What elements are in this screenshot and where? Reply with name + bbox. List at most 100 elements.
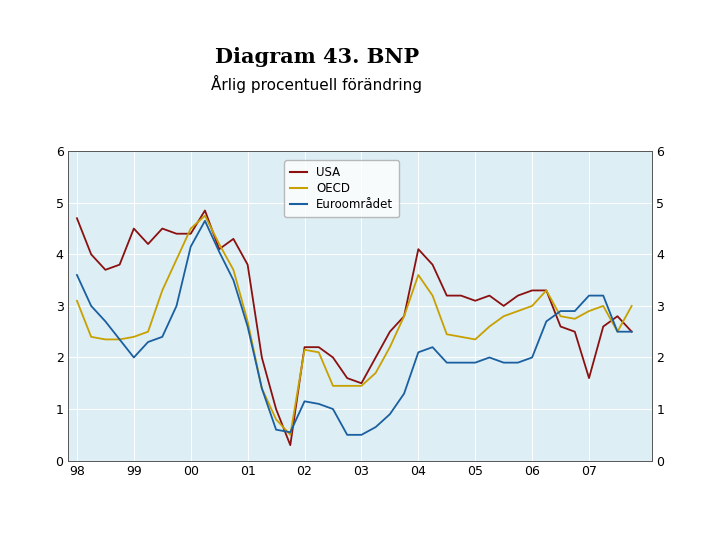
USA xyxy=(599,323,608,330)
Euroområdet xyxy=(528,354,536,361)
OECD xyxy=(627,302,636,309)
Euroområdet xyxy=(357,431,366,438)
USA xyxy=(286,442,294,448)
USA xyxy=(500,302,508,309)
USA xyxy=(215,246,223,252)
Euroområdet xyxy=(485,354,494,361)
OECD xyxy=(570,315,579,322)
USA xyxy=(258,354,266,361)
USA xyxy=(428,261,437,268)
Text: ⚙: ⚙ xyxy=(652,29,670,48)
USA xyxy=(130,225,138,232)
Text: Årlig procentuell förändring: Årlig procentuell förändring xyxy=(211,75,423,93)
Euroområdet xyxy=(144,339,153,345)
OECD xyxy=(243,318,252,325)
USA xyxy=(385,328,394,335)
Euroområdet xyxy=(557,308,565,314)
OECD xyxy=(414,272,423,278)
Euroområdet xyxy=(73,272,81,278)
USA xyxy=(158,225,166,232)
USA xyxy=(271,406,280,413)
USA xyxy=(456,292,465,299)
Euroområdet xyxy=(414,349,423,355)
Euroområdet xyxy=(428,344,437,350)
Euroområdet xyxy=(627,328,636,335)
OECD xyxy=(357,383,366,389)
Euroområdet xyxy=(201,218,210,224)
USA xyxy=(328,354,337,361)
Euroområdet xyxy=(385,411,394,417)
OECD xyxy=(300,347,309,353)
Euroområdet xyxy=(130,354,138,361)
OECD xyxy=(385,344,394,350)
OECD xyxy=(158,287,166,294)
Euroområdet xyxy=(456,360,465,366)
USA xyxy=(557,323,565,330)
Euroområdet xyxy=(599,292,608,299)
USA xyxy=(315,344,323,350)
Euroområdet xyxy=(271,427,280,433)
Text: SVERIGES
RIKSBANK: SVERIGES RIKSBANK xyxy=(642,60,679,71)
OECD xyxy=(73,298,81,304)
USA xyxy=(513,292,522,299)
OECD xyxy=(599,302,608,309)
OECD xyxy=(500,313,508,320)
Euroområdet xyxy=(115,336,124,343)
Legend: USA, OECD, Euroområdet: USA, OECD, Euroområdet xyxy=(284,160,399,217)
USA xyxy=(627,328,636,335)
OECD xyxy=(328,383,337,389)
USA xyxy=(570,328,579,335)
Euroområdet xyxy=(186,244,195,250)
Euroområdet xyxy=(286,429,294,435)
OECD xyxy=(101,336,109,343)
USA xyxy=(172,231,181,237)
USA xyxy=(414,246,423,252)
USA xyxy=(101,267,109,273)
OECD xyxy=(201,212,210,219)
Euroområdet xyxy=(300,398,309,404)
USA xyxy=(357,380,366,387)
OECD xyxy=(215,241,223,247)
Euroområdet xyxy=(513,360,522,366)
OECD xyxy=(286,431,294,438)
OECD xyxy=(271,416,280,423)
Euroområdet xyxy=(500,360,508,366)
OECD xyxy=(443,331,451,338)
Euroområdet xyxy=(158,334,166,340)
USA xyxy=(585,375,593,381)
USA xyxy=(229,235,238,242)
USA xyxy=(528,287,536,294)
Text: Diagram 43. BNP: Diagram 43. BNP xyxy=(215,46,419,67)
OECD xyxy=(513,308,522,314)
OECD xyxy=(144,328,153,335)
OECD xyxy=(130,334,138,340)
Euroområdet xyxy=(400,390,408,397)
USA xyxy=(115,261,124,268)
Euroområdet xyxy=(215,248,223,255)
Euroområdet xyxy=(542,318,551,325)
USA xyxy=(201,207,210,214)
USA xyxy=(443,292,451,299)
OECD xyxy=(485,323,494,330)
USA xyxy=(186,231,195,237)
OECD xyxy=(400,313,408,320)
OECD xyxy=(258,385,266,392)
OECD xyxy=(343,383,351,389)
USA xyxy=(144,241,153,247)
USA xyxy=(400,313,408,320)
Euroområdet xyxy=(372,424,380,430)
Euroområdet xyxy=(585,292,593,299)
USA xyxy=(73,215,81,221)
OECD xyxy=(372,370,380,376)
Euroområdet xyxy=(315,401,323,407)
OECD xyxy=(585,308,593,314)
Euroområdet xyxy=(613,328,622,335)
USA xyxy=(87,251,96,258)
USA xyxy=(300,344,309,350)
USA xyxy=(243,261,252,268)
OECD xyxy=(613,328,622,335)
Euroområdet xyxy=(570,308,579,314)
OECD xyxy=(528,302,536,309)
Line: Euroområdet: Euroområdet xyxy=(77,221,631,435)
OECD xyxy=(186,225,195,232)
